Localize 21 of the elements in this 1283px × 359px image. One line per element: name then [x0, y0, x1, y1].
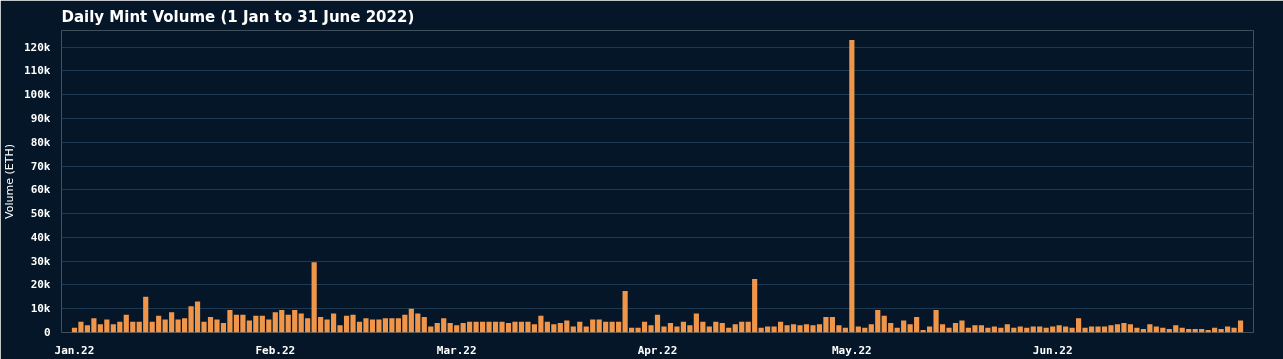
x-tick-label: Apr.22 — [637, 343, 678, 357]
y-tick-label: 70k — [30, 159, 51, 173]
y-tick-label: 100k — [24, 88, 51, 102]
x-tick-label: Mar.22 — [436, 343, 477, 357]
x-tick-label: Feb.22 — [255, 343, 296, 357]
x-tick-label: May.22 — [831, 343, 872, 357]
y-tick-label: 80k — [30, 135, 51, 149]
y-tick-label: 90k — [30, 111, 51, 125]
y-tick-label: 40k — [30, 230, 51, 244]
y-tick-label: 10k — [30, 302, 51, 316]
y-tick-label: 120k — [24, 40, 51, 54]
chart-title: Daily Mint Volume (1 Jan to 31 June 2022) — [61, 7, 415, 26]
x-tick-label: Jan.22 — [54, 343, 95, 357]
y-tick-label: 0 — [43, 326, 51, 339]
y-tick-label: 50k — [30, 207, 51, 221]
x-tick-label: Jun.22 — [1032, 343, 1073, 357]
y-axis-title: Volume (ETH) — [3, 144, 17, 219]
y-tick-label: 60k — [30, 183, 51, 197]
y-tick-label: 30k — [30, 254, 51, 268]
y-tick-label: 20k — [30, 278, 51, 292]
y-tick-label: 110k — [24, 64, 51, 78]
